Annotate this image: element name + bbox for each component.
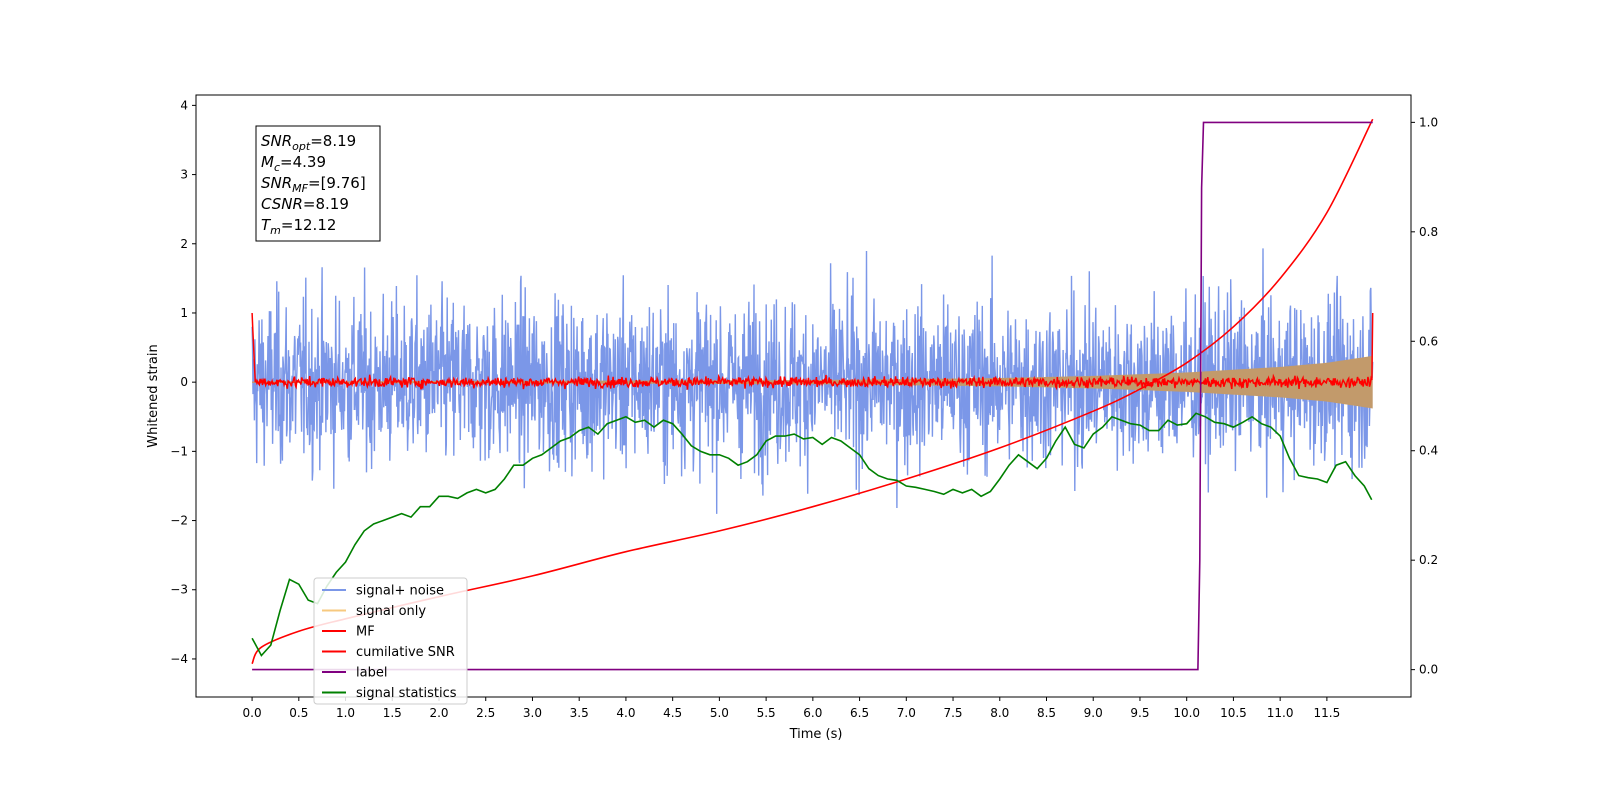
x-tick-label: 2.5 [476,706,495,720]
x-tick-label: 9.0 [1084,706,1103,720]
y-tick-label: −3 [170,583,188,597]
x-tick-label: 0.0 [243,706,262,720]
series-mf-line [251,312,1374,391]
y-tick-label: −2 [170,514,188,528]
legend-label: signal only [356,604,426,619]
y-right-tick-label: 0.0 [1419,663,1438,677]
x-tick-label: 1.0 [336,706,355,720]
y-right-tick-label: 1.0 [1419,115,1438,129]
legend-label: MF [356,625,375,640]
series-signal-noise-line [251,248,1374,514]
stats-annotation-line: CSNR=8.19 [261,195,349,213]
y-right-tick-label: 0.4 [1419,444,1438,458]
x-tick-label: 3.0 [523,706,542,720]
x-tick-label: 6.0 [803,706,822,720]
y-right-tick-label: 0.8 [1419,225,1438,239]
y-tick-label: 3 [180,168,188,182]
stats-annotation-box [255,125,381,242]
x-tick-label: 11.0 [1267,706,1294,720]
legend-label: signal+ noise [356,584,444,599]
x-tick-label: 8.0 [990,706,1009,720]
x-tick-label: 10.0 [1173,706,1200,720]
y-tick-label: −4 [170,652,188,666]
x-tick-label: 3.5 [570,706,589,720]
x-tick-label: 9.5 [1130,706,1149,720]
x-tick-label: 6.5 [850,706,869,720]
legend-label: cumilative SNR [356,645,455,660]
x-tick-label: 4.5 [663,706,682,720]
x-tick-label: 5.0 [710,706,729,720]
stats-annotation-line: SNRopt=8.19 [261,132,356,153]
legend-box [313,577,468,705]
y-right-tick-label: 0.6 [1419,334,1438,348]
y-right-tick-label: 0.2 [1419,553,1438,567]
x-tick-label: 1.5 [383,706,402,720]
x-tick-label: 7.5 [943,706,962,720]
y-tick-label: 4 [180,98,188,112]
legend-label: label [356,666,387,681]
x-tick-label: 11.5 [1314,706,1341,720]
x-tick-label: 4.0 [616,706,635,720]
legend-label: signal statistics [356,686,457,701]
x-tick-label: 7.0 [897,706,916,720]
x-tick-label: 2.0 [429,706,448,720]
y-axis-label: Whitened strain [146,344,161,447]
series-label-line [252,121,1373,671]
series-signal-statistics-line [251,412,1373,657]
plot-frame [195,94,1412,698]
x-tick-label: 8.5 [1037,706,1056,720]
y-tick-label: −1 [170,444,188,458]
stats-annotation-line: Mc=4.39 [261,153,326,174]
y-tick-label: 0 [180,375,188,389]
x-tick-label: 0.5 [289,706,308,720]
stats-annotation-line: SNRMF=[9.76] [261,174,366,195]
y-tick-label: 1 [180,306,188,320]
x-tick-label: 10.5 [1220,706,1247,720]
x-tick-label: 5.5 [757,706,776,720]
axes: 0.0 0.5 1.0 1.5 2.0 2.5 3.0 3.5 4.0 4.5 5.0 5.5 6.0 6… [170,94,1438,720]
x-axis-label: Time (s) [789,727,843,742]
legend: signal+ noise signal only MF cumilative SNR… [313,577,468,705]
stats-annotation-line: Tm=12.12 [261,216,336,237]
y-tick-label: 2 [180,237,188,251]
